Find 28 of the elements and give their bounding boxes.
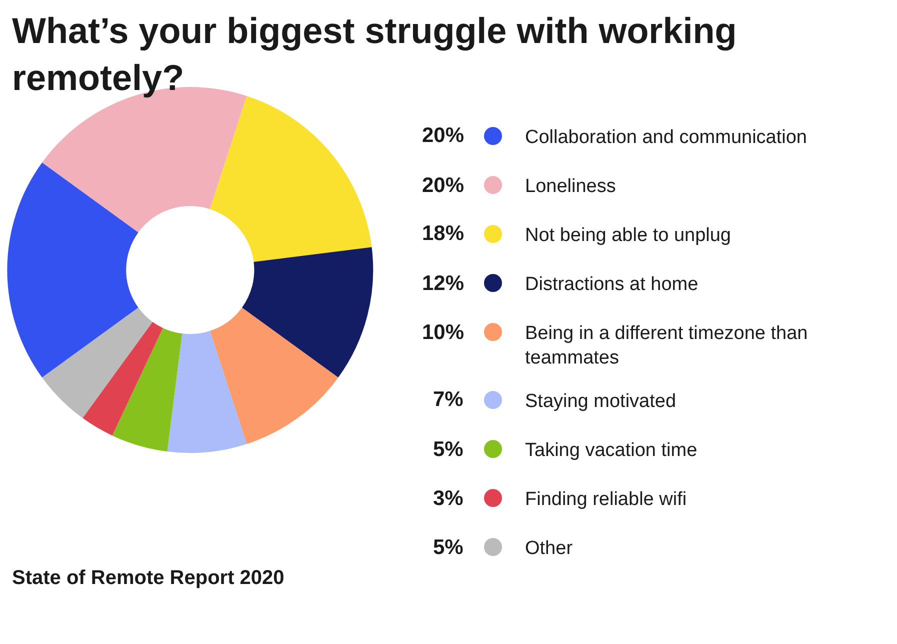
legend-label: Finding reliable wifi bbox=[525, 489, 687, 510]
donut-slice bbox=[167, 330, 247, 453]
legend-label: Other bbox=[525, 538, 574, 559]
donut-slice bbox=[82, 322, 163, 436]
data-label: 20% bbox=[422, 174, 464, 197]
donut-slice bbox=[112, 328, 182, 452]
data-label: 5% bbox=[433, 536, 464, 559]
data-label: 12% bbox=[422, 272, 464, 295]
text: State of Remote Report 2020 bbox=[12, 567, 284, 589]
donut-slice bbox=[210, 308, 338, 444]
chart-title: What’s your biggest struggle with working remotely? bbox=[12, 10, 737, 98]
donut-slice bbox=[42, 308, 153, 418]
data-label: 20% bbox=[422, 124, 464, 147]
legend-label: Collaboration and communication bbox=[525, 127, 807, 148]
data-label: 7% bbox=[433, 388, 464, 411]
data-label: 10% bbox=[422, 321, 464, 344]
donut-slice bbox=[7, 162, 138, 378]
legend-label: Loneliness bbox=[525, 176, 616, 197]
data-label: 18% bbox=[422, 222, 464, 245]
legend-label: Staying motivated bbox=[525, 391, 676, 412]
legend-label: Taking vacation time bbox=[525, 440, 698, 461]
data-label: 3% bbox=[433, 487, 464, 510]
donut-slice bbox=[242, 247, 374, 378]
legend-label: Being in a different timezone than teammates bbox=[525, 323, 808, 369]
data-label: 5% bbox=[433, 438, 464, 461]
donut-slice bbox=[210, 96, 372, 262]
legend-label: Distractions at home bbox=[525, 274, 698, 295]
legend-label: Not being able to unplug bbox=[525, 225, 731, 246]
